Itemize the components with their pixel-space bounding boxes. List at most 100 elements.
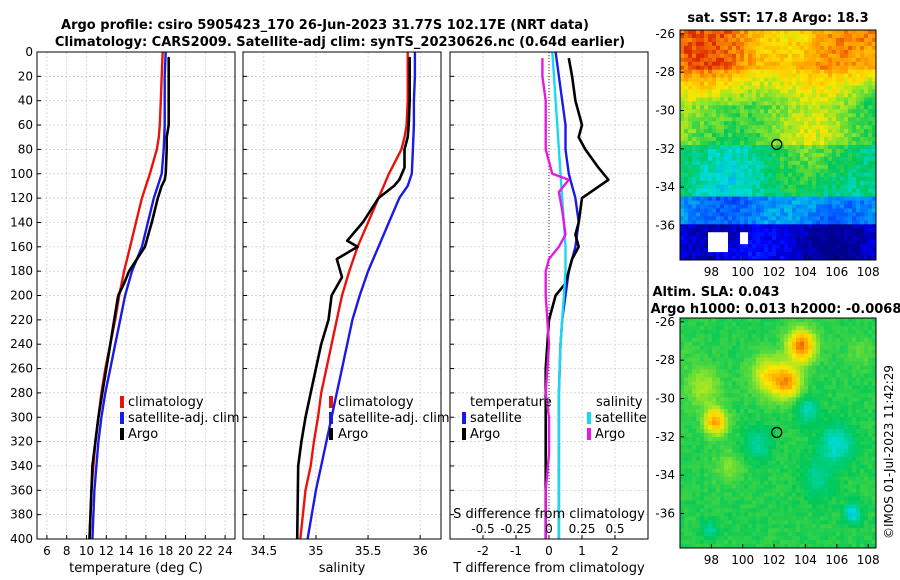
map-cell xyxy=(688,333,693,339)
map-cell xyxy=(804,337,809,343)
map-cell xyxy=(804,97,809,102)
map-cell xyxy=(812,464,817,470)
map-cell xyxy=(680,212,685,217)
map-cell xyxy=(796,456,801,462)
map-cell xyxy=(684,353,689,359)
map-cell xyxy=(864,440,869,446)
map-cell xyxy=(828,397,833,402)
map-cell xyxy=(704,121,709,126)
argo-point xyxy=(167,99,170,102)
map-cell xyxy=(836,164,841,170)
map-cell xyxy=(872,460,876,466)
map-cell xyxy=(860,456,865,462)
map-cell xyxy=(836,73,841,79)
map-cell xyxy=(776,433,781,438)
map-cell xyxy=(764,117,769,122)
map-cell xyxy=(732,196,737,202)
map-cell xyxy=(688,325,693,331)
map-cell xyxy=(680,73,685,79)
map-cell xyxy=(736,224,741,229)
map-cell xyxy=(872,325,876,331)
map-cell xyxy=(708,405,713,410)
map-cell xyxy=(744,385,749,390)
map-cell xyxy=(712,357,717,363)
map-cell xyxy=(824,73,829,79)
map-cell xyxy=(784,357,789,363)
map-cell xyxy=(820,148,825,154)
map-cell xyxy=(760,357,765,363)
map-cell xyxy=(776,444,781,450)
map-cell xyxy=(720,345,725,351)
map-cell xyxy=(688,105,693,110)
map-cell xyxy=(724,97,729,102)
map-cell xyxy=(704,105,709,110)
map-cell xyxy=(800,236,805,241)
map-cell xyxy=(688,109,693,114)
map-cell xyxy=(808,417,813,422)
map-cell xyxy=(820,188,825,194)
map-cell xyxy=(832,460,837,466)
map-cell xyxy=(680,321,685,327)
map-cell xyxy=(752,417,757,422)
map-cell xyxy=(776,333,781,339)
map-cell xyxy=(860,113,865,118)
map-cell xyxy=(748,148,753,154)
map-cell xyxy=(824,196,829,202)
map-y-tick-label: -32 xyxy=(655,142,675,156)
map-cell xyxy=(784,93,789,99)
map-cell xyxy=(724,448,729,454)
map-cell xyxy=(712,248,717,253)
map-cell xyxy=(732,129,737,134)
map-cell xyxy=(736,97,741,102)
map-cell xyxy=(764,405,769,410)
map-cell xyxy=(684,460,689,466)
map-cell xyxy=(736,417,741,422)
map-cell xyxy=(784,168,789,174)
map-cell xyxy=(740,456,745,462)
map-cell xyxy=(840,228,845,233)
map-cell xyxy=(816,192,821,198)
map-cell xyxy=(776,73,781,79)
map-cell xyxy=(864,208,869,214)
map-cell xyxy=(792,49,797,55)
map-cell xyxy=(848,397,853,402)
map-cell xyxy=(716,401,721,406)
map-cell xyxy=(756,168,761,174)
map-cell xyxy=(792,252,797,257)
map-cell xyxy=(724,184,729,190)
map-cell xyxy=(680,164,685,170)
map-cell xyxy=(760,341,765,347)
map-cell xyxy=(812,73,817,79)
map-cell xyxy=(752,248,757,253)
map-cell xyxy=(844,152,849,158)
map-cell xyxy=(824,49,829,55)
map-cell xyxy=(808,97,813,102)
map-cell xyxy=(796,117,801,122)
map-cell xyxy=(852,30,857,35)
map-cell xyxy=(716,433,721,438)
map-cell xyxy=(864,164,869,170)
map-cell xyxy=(808,220,813,225)
map-cell xyxy=(816,30,821,35)
map-cell xyxy=(708,89,713,95)
map-cell xyxy=(840,77,845,83)
map-cell xyxy=(772,77,777,83)
map-cell xyxy=(724,117,729,122)
map-cell xyxy=(864,256,869,260)
map-cell xyxy=(780,141,785,146)
map-cell xyxy=(808,377,813,383)
map-cell xyxy=(840,180,845,186)
map-cell xyxy=(752,464,757,470)
map-cell xyxy=(832,57,837,63)
map-cell xyxy=(832,252,837,257)
map-cell xyxy=(788,232,793,237)
map-cell xyxy=(688,81,693,87)
map-cell xyxy=(872,212,876,217)
map-cell xyxy=(856,65,861,71)
map-cell xyxy=(720,460,725,466)
map-cell xyxy=(780,381,785,387)
map-cell xyxy=(740,236,745,241)
map-cell xyxy=(696,85,701,91)
map-cell xyxy=(760,81,765,87)
map-cell xyxy=(720,433,725,438)
